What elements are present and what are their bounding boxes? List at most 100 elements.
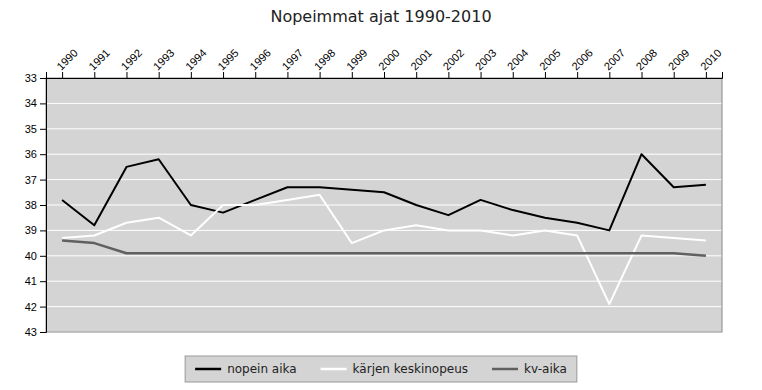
- series-line: [62, 154, 706, 230]
- plot-frame: [46, 78, 722, 332]
- x-tick-mark: [577, 72, 578, 78]
- x-tick-label: 1993: [151, 47, 177, 73]
- y-tick: 38: [25, 199, 46, 211]
- legend-item: kv-aika: [492, 362, 567, 376]
- legend-swatch: [492, 368, 518, 371]
- y-tick-mark: [40, 281, 46, 282]
- x-tick-mark: [481, 72, 482, 78]
- grid-line: [46, 154, 722, 155]
- y-tick-mark: [40, 332, 46, 333]
- grid: [46, 78, 722, 332]
- y-tick-mark: [40, 129, 46, 130]
- plot: 1990199119921993199419951996199719981999…: [25, 47, 724, 338]
- x-tick-label: 2010: [698, 47, 724, 73]
- y-tick-mark: [40, 180, 46, 181]
- x-tick-label: 1992: [118, 47, 144, 73]
- y-tick: 34: [25, 97, 46, 109]
- x-tick-label: 2009: [666, 47, 692, 73]
- y-tick-label: 42: [25, 301, 37, 313]
- x-tick-label: 2006: [569, 47, 595, 73]
- x-tick: 2000: [376, 47, 402, 78]
- x-tick-label: 1995: [215, 47, 241, 73]
- x-tick: 1992: [118, 47, 144, 78]
- x-tick: 1997: [279, 47, 305, 78]
- y-tick-mark: [40, 78, 46, 79]
- y-tick-label: 38: [25, 199, 37, 211]
- grid-line: [46, 103, 722, 104]
- x-tick-label: 2003: [473, 47, 499, 73]
- y-tick-label: 43: [25, 326, 37, 338]
- x-tick: 1994: [183, 47, 209, 78]
- x-tick-mark: [609, 72, 610, 78]
- x-tick-mark: [706, 72, 707, 78]
- x-tick: 1991: [86, 47, 112, 78]
- y-tick-mark: [40, 103, 46, 104]
- y-tick: 43: [25, 326, 46, 338]
- x-tick: 1999: [344, 47, 370, 78]
- x-tick: 2003: [473, 47, 499, 78]
- y-tick-label: 34: [25, 97, 37, 109]
- x-tick: 2001: [408, 47, 434, 78]
- x-tick: 2010: [698, 47, 724, 78]
- x-tick-mark: [416, 72, 417, 78]
- lines: [62, 154, 706, 304]
- x-tick-mark: [94, 72, 95, 78]
- y-tick-label: 41: [25, 275, 37, 287]
- y-tick: 37: [25, 174, 46, 186]
- x-tick-mark: [287, 72, 288, 78]
- legend-item: nopein aika: [195, 362, 296, 376]
- legend: nopein aika kärjen keskinopeus kv-aika: [185, 356, 577, 382]
- y-tick-mark: [40, 154, 46, 155]
- y-tick-mark: [40, 230, 46, 231]
- x-tick-label: 2007: [601, 47, 627, 73]
- y-tick-mark: [40, 307, 46, 308]
- y-tick-label: 37: [25, 174, 37, 186]
- x-tick-label: 2002: [440, 47, 466, 73]
- y-tick-mark: [40, 256, 46, 257]
- grid-line: [46, 179, 722, 180]
- x-tick-mark: [513, 72, 514, 78]
- y-tick-label: 39: [25, 224, 37, 236]
- plot-background: [46, 78, 722, 332]
- chart: Nopeimmat ajat 1990-20101990199119921993…: [0, 0, 762, 390]
- y-axis: 33 34 35 36 37 38 39 40 41 42 43: [25, 72, 47, 338]
- legend-label: kärjen keskinopeus: [353, 362, 468, 376]
- x-tick: 2008: [634, 47, 660, 78]
- x-tick: 1995: [215, 47, 241, 78]
- legend-swatch: [195, 368, 221, 371]
- x-tick: 2004: [505, 47, 531, 78]
- x-tick-mark: [384, 72, 385, 78]
- y-tick: 40: [25, 250, 46, 262]
- x-tick-label: 1998: [312, 47, 338, 73]
- grid-line: [46, 306, 722, 307]
- x-tick-label: 2005: [537, 47, 563, 73]
- legend-label: kv-aika: [524, 362, 567, 376]
- y-tick-label: 36: [25, 148, 37, 160]
- y-tick: 33: [25, 72, 46, 84]
- x-tick: 2002: [440, 47, 466, 78]
- grid-line: [46, 255, 722, 256]
- x-axis-line: [47, 72, 723, 79]
- y-tick: 41: [25, 275, 46, 287]
- series-line: [62, 241, 706, 256]
- x-tick: 2009: [666, 47, 692, 78]
- legend-box: [185, 356, 577, 382]
- y-tick: 42: [25, 301, 46, 313]
- y-tick: 36: [25, 148, 46, 160]
- x-tick-mark: [159, 72, 160, 78]
- x-tick-label: 1991: [86, 47, 112, 73]
- x-tick-label: 2000: [376, 47, 402, 73]
- x-tick: 1996: [247, 47, 273, 78]
- x-tick-mark: [223, 72, 224, 78]
- x-tick-mark: [191, 72, 192, 78]
- x-tick-label: 2001: [408, 47, 434, 73]
- title: Nopeimmat ajat 1990-2010: [270, 7, 491, 26]
- x-tick-label: 1996: [247, 47, 273, 73]
- x-tick-mark: [62, 72, 63, 78]
- x-tick-label: 1997: [279, 47, 305, 73]
- x-tick-mark: [674, 72, 675, 78]
- legend-item: kärjen keskinopeus: [321, 362, 468, 376]
- x-tick-mark: [448, 72, 449, 78]
- legend-label: nopein aika: [227, 362, 296, 376]
- y-tick-label: 35: [25, 123, 37, 135]
